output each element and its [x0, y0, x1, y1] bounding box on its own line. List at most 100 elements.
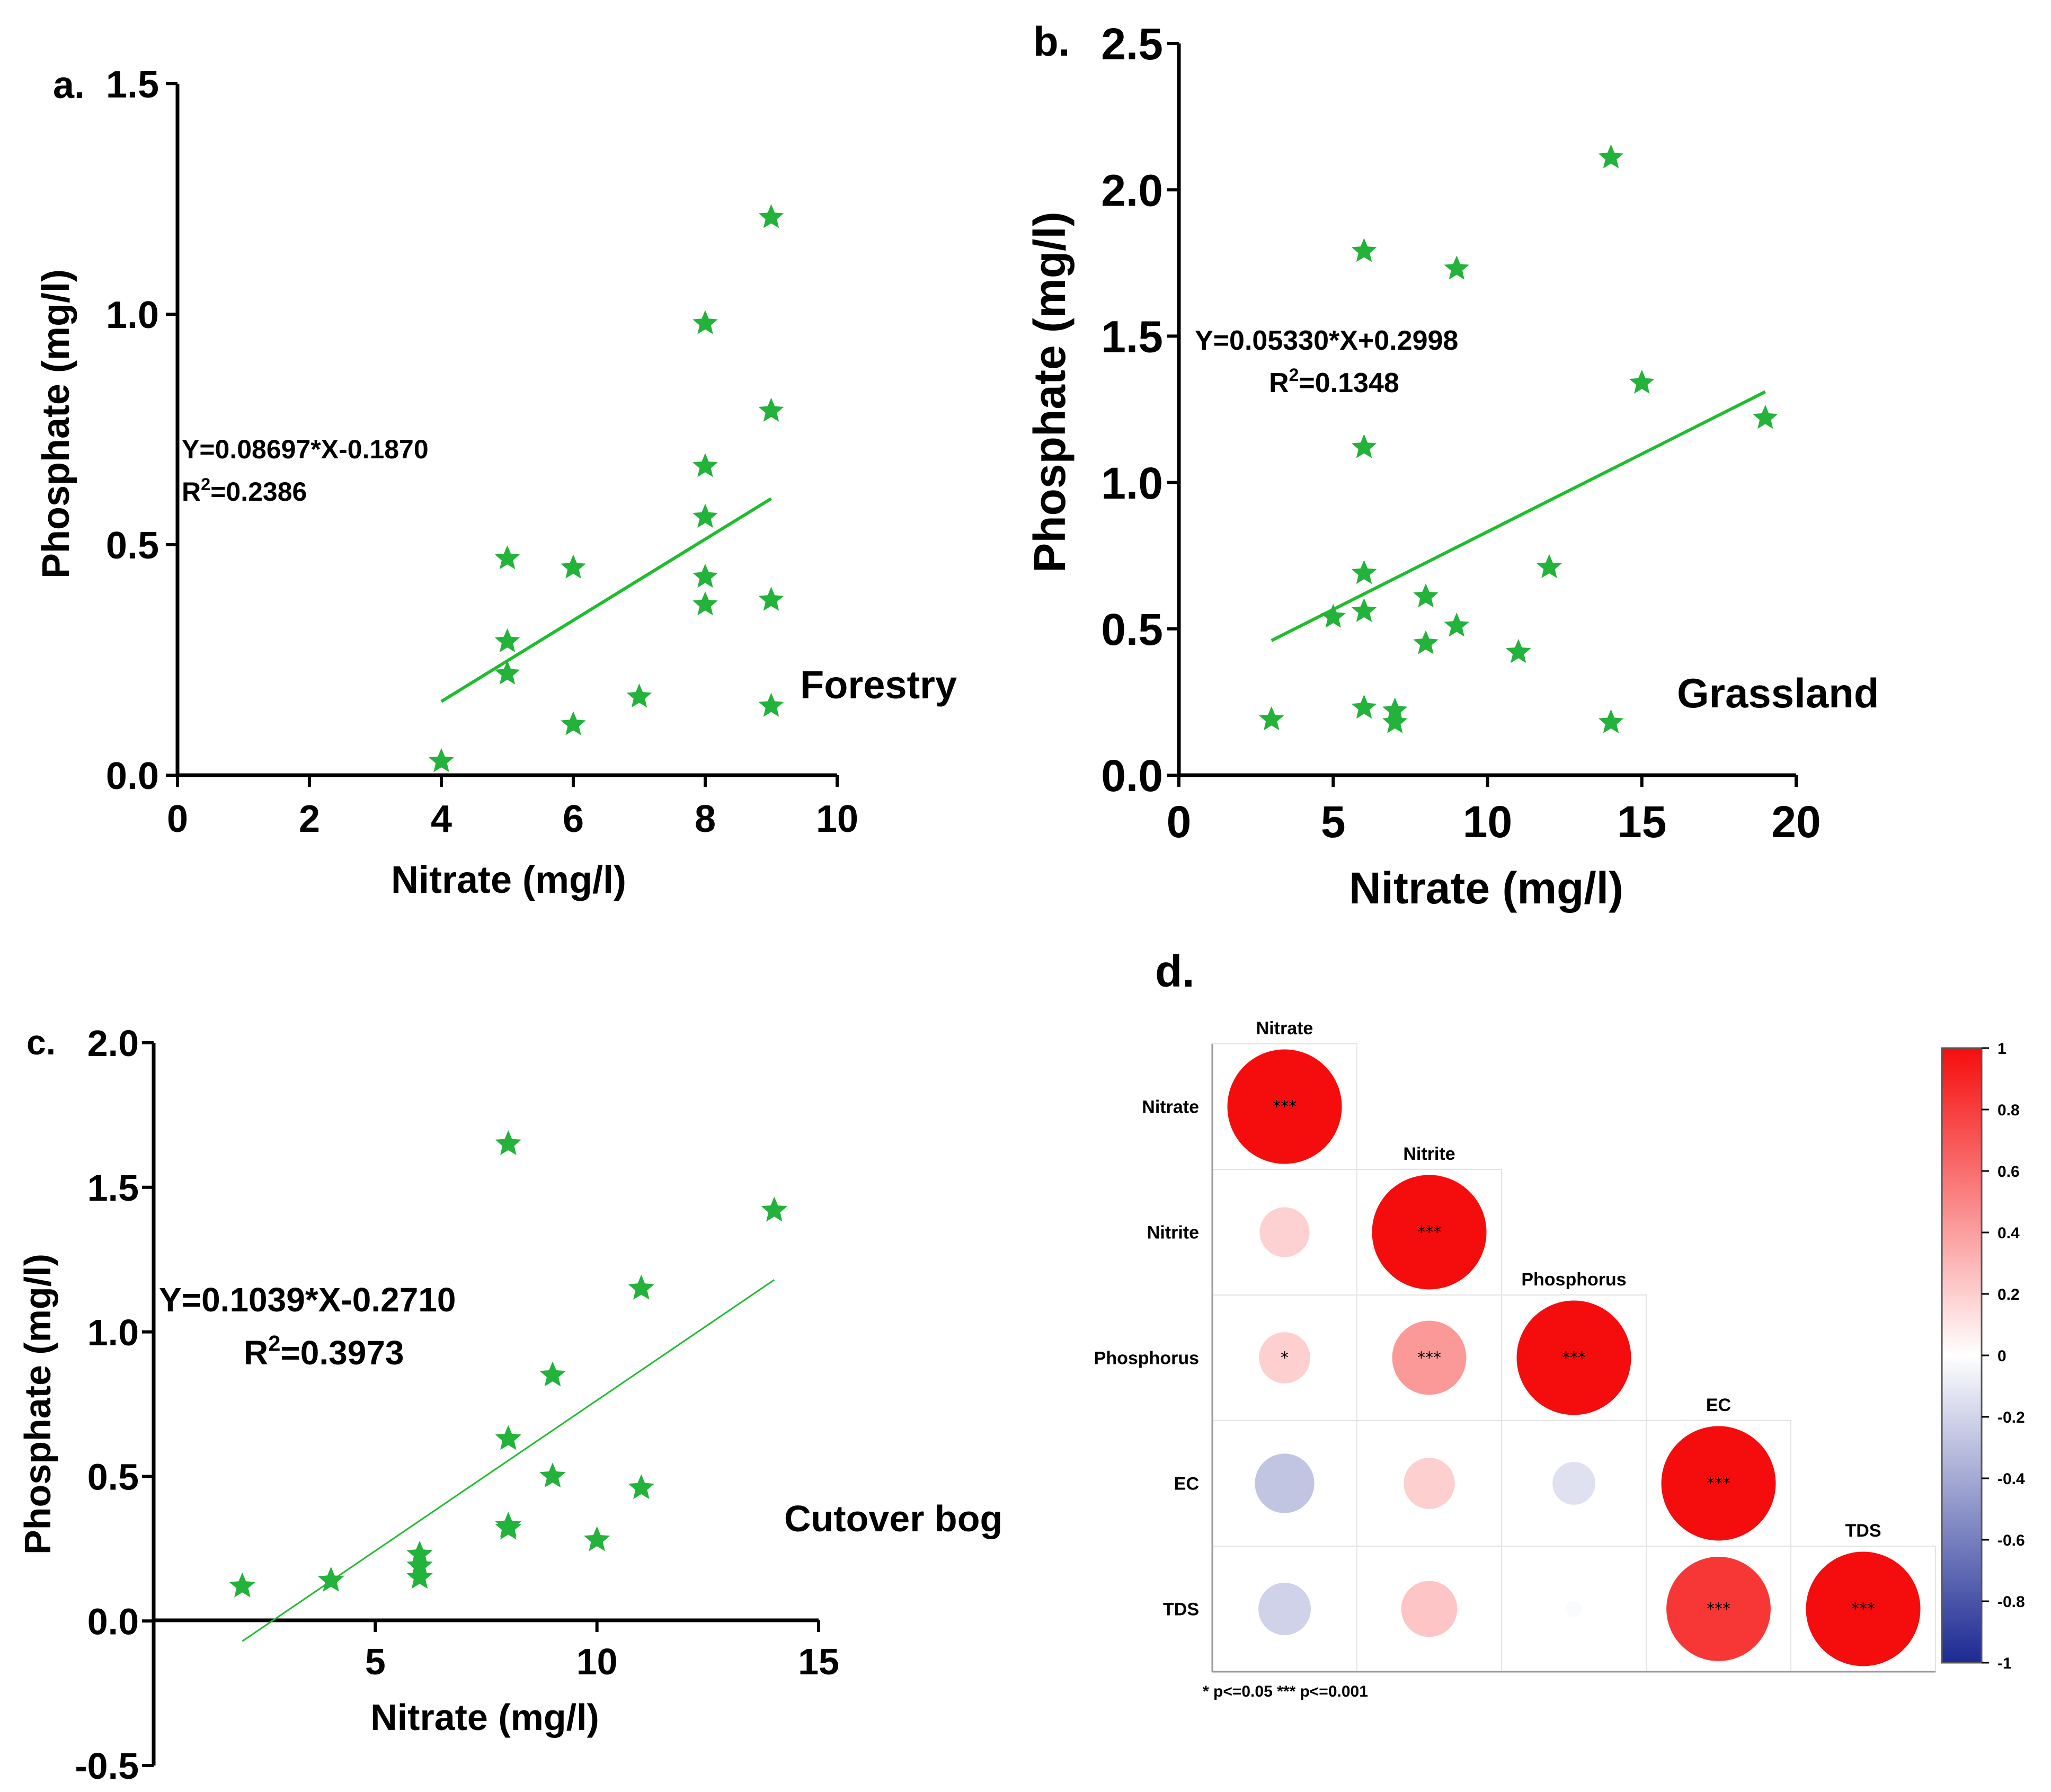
- x-axis-title: Nitrate (mg/l): [391, 859, 626, 901]
- data-point-star: [758, 397, 784, 422]
- regression-equation: Y=0.1039*X-0.2710: [159, 1281, 456, 1319]
- corr-circle: [1516, 1300, 1631, 1415]
- data-point-star: [494, 545, 520, 570]
- y-axis-title: Phosphate (mg/l): [35, 269, 77, 579]
- x-tick-label: 2: [299, 798, 320, 840]
- colorbar-tick-label: 0: [1997, 1347, 2006, 1365]
- y-tick-label: 0.5: [106, 525, 159, 567]
- data-point-star: [1351, 434, 1377, 458]
- y-tick-label: 1.5: [106, 64, 159, 106]
- group-label: Cutover bog: [784, 1498, 1002, 1539]
- data-point-star: [429, 748, 454, 773]
- data-point-star: [406, 1564, 433, 1589]
- data-point-star: [1259, 706, 1284, 731]
- data-point-star: [494, 628, 520, 652]
- significance-marker: ***: [1273, 1098, 1297, 1116]
- corr-row-label: TDS: [1163, 1600, 1199, 1620]
- y-tick-label: 0.0: [106, 755, 159, 797]
- data-point-star: [1537, 554, 1562, 578]
- y-tick-label: -0.5: [75, 1745, 139, 1787]
- data-point-star: [1598, 709, 1624, 733]
- regression-line: [440, 497, 773, 703]
- data-point-star: [692, 563, 718, 588]
- corr-column-label: TDS: [1845, 1521, 1881, 1541]
- data-point-star: [1320, 604, 1346, 628]
- colorbar-tick-label: 1: [1997, 1040, 2006, 1058]
- significance-marker: ***: [1562, 1349, 1586, 1368]
- corr-column-label: Nitrate: [1256, 1018, 1313, 1039]
- r-squared-superscript: 2: [201, 475, 210, 494]
- r-squared-text: R2=0.3973: [244, 1330, 404, 1372]
- y-tick-label: 1.5: [1101, 312, 1163, 362]
- significance-marker: ***: [1707, 1475, 1730, 1493]
- r-squared-prefix: R: [182, 477, 201, 507]
- x-tick-label: 15: [1617, 797, 1666, 847]
- data-point-star: [229, 1572, 256, 1598]
- significance-footnote: * p<=0.05 *** p<=0.001: [1203, 1683, 1368, 1700]
- data-point-star: [1351, 598, 1377, 622]
- corr-circle: [1258, 1583, 1311, 1635]
- x-tick-label: 5: [365, 1641, 386, 1682]
- data-point-star: [692, 503, 718, 528]
- significance-marker: ***: [1417, 1223, 1441, 1242]
- colorbar-tick-label: -0.4: [1997, 1470, 2025, 1488]
- significance-marker: ***: [1851, 1600, 1875, 1619]
- r-squared-superscript: 2: [268, 1330, 280, 1355]
- x-axis-title: Nitrate (mg/l): [1349, 863, 1623, 913]
- x-tick-label: 5: [1321, 797, 1346, 847]
- corr-row-label: Nitrite: [1147, 1223, 1199, 1243]
- y-tick-label: 0.0: [1101, 751, 1163, 801]
- y-tick-label: 1.0: [1101, 458, 1163, 508]
- x-axis-title: Nitrate (mg/l): [370, 1697, 599, 1738]
- data-point-star: [583, 1526, 610, 1551]
- data-point-star: [626, 684, 652, 708]
- colorbar-tick-label: 0.6: [1997, 1163, 2020, 1181]
- scatter-panel-c: 5 10 15 -0.5 0.0 0.5 1.0 1.5 2.0 Nitrate (mg/l) Ph…: [17, 1023, 1002, 1787]
- data-point-star: [1506, 639, 1531, 663]
- panel-label: d.: [1155, 946, 1195, 996]
- scatter-panel-b: 0 5 10 15 20 0.0 0.5 1.0 1.5 2.0 2.5 Nitrate (mg/l)…: [1025, 18, 1879, 913]
- data-point-star: [1413, 630, 1439, 654]
- corr-circle: [1392, 1320, 1467, 1395]
- data-point-star: [1382, 709, 1408, 733]
- r-squared-prefix: R: [244, 1334, 268, 1372]
- r-squared-value: =0.1348: [1299, 368, 1399, 398]
- colorbar-tick-label: -0.2: [1997, 1409, 2025, 1426]
- data-point-star: [539, 1361, 566, 1387]
- colorbar-tick-label: 0.2: [1997, 1286, 2020, 1303]
- corr-circle: [1666, 1557, 1771, 1661]
- data-point-star: [1351, 238, 1377, 262]
- data-point-star: [1351, 694, 1377, 719]
- corr-circle: [1661, 1426, 1776, 1541]
- regression-line: [1271, 390, 1766, 642]
- x-tick-label: 0: [1167, 797, 1192, 847]
- data-point-star: [692, 453, 718, 477]
- y-tick-label: 0.5: [1101, 605, 1163, 654]
- y-tick-label: 2.5: [1101, 19, 1163, 69]
- group-label: Forestry: [800, 663, 957, 707]
- x-tick-label: 4: [431, 798, 452, 840]
- colorbar-tick-label: 0.4: [1997, 1225, 2020, 1242]
- r-squared-value: =0.3973: [280, 1334, 404, 1372]
- regression-equation: Y=0.08697*X-0.1870: [182, 434, 429, 464]
- y-tick-label: 2.0: [1101, 165, 1163, 215]
- data-point-star: [539, 1462, 566, 1488]
- data-point-star: [1413, 583, 1439, 608]
- corr-circle: [1259, 1332, 1310, 1383]
- data-point-star: [317, 1566, 344, 1592]
- corr-column-label: Phosphorus: [1521, 1270, 1626, 1290]
- x-tick-label: 20: [1771, 797, 1821, 847]
- corr-row-label: Nitrate: [1142, 1097, 1199, 1117]
- corr-circle: [1227, 1049, 1342, 1164]
- data-point-star: [495, 1514, 522, 1540]
- x-tick-label: 8: [695, 798, 716, 840]
- r-squared-text: R2=0.1348: [1269, 365, 1399, 398]
- colorbar-tick-label: -1: [1997, 1655, 2012, 1672]
- significance-marker: ***: [1417, 1349, 1441, 1368]
- data-point-star: [495, 1425, 522, 1450]
- data-point-star: [692, 310, 718, 334]
- panel-label: b.: [1033, 18, 1070, 65]
- y-axis-title: Phosphate (mg/l): [17, 1254, 58, 1555]
- data-point-star: [495, 1130, 522, 1155]
